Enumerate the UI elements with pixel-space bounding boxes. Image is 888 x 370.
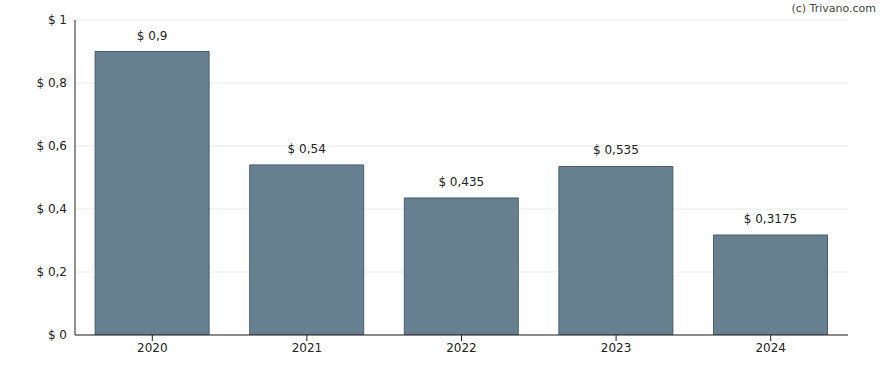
svg-text:2024: 2024 — [755, 341, 786, 355]
svg-text:$ 0: $ 0 — [48, 328, 67, 342]
svg-text:$ 0,535: $ 0,535 — [593, 143, 639, 157]
svg-text:2023: 2023 — [601, 341, 632, 355]
svg-text:$ 0,2: $ 0,2 — [36, 265, 67, 279]
svg-text:$ 0,4: $ 0,4 — [36, 202, 67, 216]
svg-text:$ 1: $ 1 — [48, 13, 67, 27]
svg-text:$ 0,8: $ 0,8 — [36, 76, 67, 90]
svg-text:$ 0,6: $ 0,6 — [36, 139, 67, 153]
svg-text:$ 0,3175: $ 0,3175 — [744, 212, 797, 226]
svg-text:2020: 2020 — [137, 341, 168, 355]
svg-text:2022: 2022 — [446, 341, 477, 355]
svg-text:$ 0,435: $ 0,435 — [438, 175, 484, 189]
svg-text:$ 0,9: $ 0,9 — [137, 29, 168, 43]
html-text:(c) Trivano.com: (c) Trivano.com — [791, 2, 876, 15]
svg-text:$ 0,54: $ 0,54 — [288, 142, 326, 156]
svg-text:2021: 2021 — [292, 341, 323, 355]
